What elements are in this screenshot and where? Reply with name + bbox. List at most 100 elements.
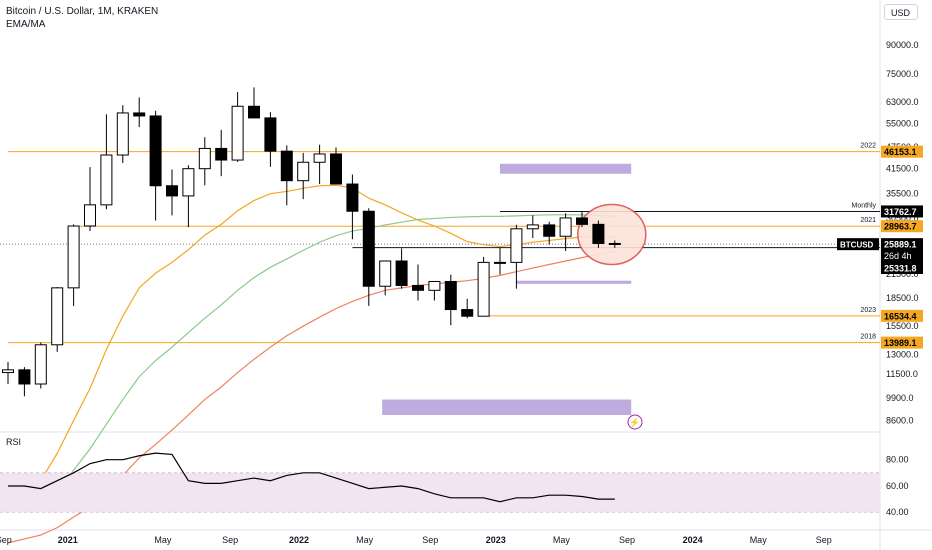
time-tick-label: Sep [619,535,635,545]
last-price-flag-bg [881,238,923,263]
symbol-flag-bg [837,238,879,251]
rsi-pane [0,452,880,513]
candle-body [182,168,195,197]
last-price-flag: 25889.1 [884,240,917,250]
symbol-flag: BTCUSD [840,241,874,250]
candle-body [428,280,441,291]
price-flag: 31762.7 [884,207,917,217]
candle-body [576,217,588,225]
time-tick-label: Sep [816,535,832,545]
ema-orange-line [7,184,615,508]
candle-body [2,369,14,374]
candle-body [34,344,47,385]
chart-title: Bitcoin / U.S. Dollar, 1M, KRAKEN [6,6,159,17]
rsi-label: RSI [6,437,22,447]
price-tick-label: 15500.0 [886,321,919,331]
ema-green-line [7,214,615,508]
candle-body [330,153,342,185]
time-tick-label: 2021 [58,535,78,545]
time-tick-label: 2024 [683,535,703,545]
time-axis: Sep 2021 May Sep 2022 May Sep 2023 May Sep 2024 May… [0,535,832,545]
candle-body [84,204,96,227]
candle-body [198,147,211,170]
price-flag-bg [881,309,923,322]
candle-body [166,185,178,197]
candle-body [51,287,64,346]
price-tick-label: 55000.0 [886,119,919,129]
candle-body [67,225,80,289]
time-tick-label: Sep [0,535,12,545]
price-flag: 16534.4 [884,311,917,321]
candle-body [412,284,424,291]
time-tick-label: 2022 [289,535,309,545]
candle-body [313,153,326,163]
candle-body [297,161,310,182]
indicator-label: EMA/MA [6,19,46,30]
candle-body [395,260,408,286]
candle-body [149,115,162,187]
highlight-ellipse [577,203,647,266]
price-tick-label: 30500.0 [886,213,919,223]
time-tick-label: 2023 [486,535,506,545]
level-label: 2023 [860,307,876,314]
price-tick-label: 41500.0 [886,164,919,174]
candle-body [248,105,260,119]
highlight-circle [577,203,647,266]
level-label: 2021 [860,217,876,224]
price-flag-bg [881,145,923,158]
candle-body [116,112,129,156]
price-tick-label: 63000.0 [886,97,919,107]
time-tick-label: May [750,535,768,545]
candle-body [231,105,244,161]
price-tick-label: 35500.0 [886,189,919,199]
candle-body [559,217,572,237]
zone-box [382,399,632,415]
candle-body [280,150,293,182]
candle-body [18,369,31,385]
candle-body [510,228,523,263]
candle-body [133,112,146,117]
time-tick-label: May [356,535,374,545]
candle-body [494,261,506,264]
rsi-line [8,452,615,503]
candle-body [379,260,392,287]
lightning-icon [627,414,643,430]
price-tick-label: 90000.0 [886,40,919,50]
time-tick-label: May [553,535,571,545]
candle-body [592,223,605,244]
price-tick-label: 8600.0 [886,415,914,425]
time-tick-label: Sep [222,535,238,545]
price-flag: 25331.8 [884,264,917,274]
time-tick-label: May [154,535,172,545]
countdown-flag: 26d 4h [884,251,912,261]
price-flag: 46153.1 [884,147,917,157]
candle-body [264,117,277,152]
rsi-tick-label: 40.00 [886,507,909,517]
price-tick-label: 13000.0 [886,349,919,359]
candle-body [100,154,113,206]
currency-button[interactable]: USD [884,4,918,20]
candle-body [543,224,556,237]
price-tick-label: 18500.0 [886,293,919,303]
price-flag-bg [881,262,923,274]
rsi-tick-label: 60.00 [886,481,909,491]
price-flag: 13989.1 [884,338,917,348]
candle-body [608,242,621,245]
rsi-band [0,472,880,513]
candle-body [477,261,490,317]
level-label: 2018 [860,334,876,341]
zone-box [500,163,632,174]
lightning-icon: ⚡ [629,417,640,429]
horizontal-levels: 2022 Monthly 2021 2023 2018 [0,143,880,344]
zone-box [516,280,632,284]
candle-body [346,183,359,212]
price-flags: 46153.1 31762.7 28963.7 25331.8 16534.4 13989… [837,145,923,349]
price-flag-bg [881,220,923,233]
level-label: 2022 [860,143,876,150]
price-tick-label: 75000.0 [886,69,919,79]
candle-body [362,210,375,287]
candle-body [215,147,228,161]
price-tick-label: 9900.0 [886,393,914,403]
